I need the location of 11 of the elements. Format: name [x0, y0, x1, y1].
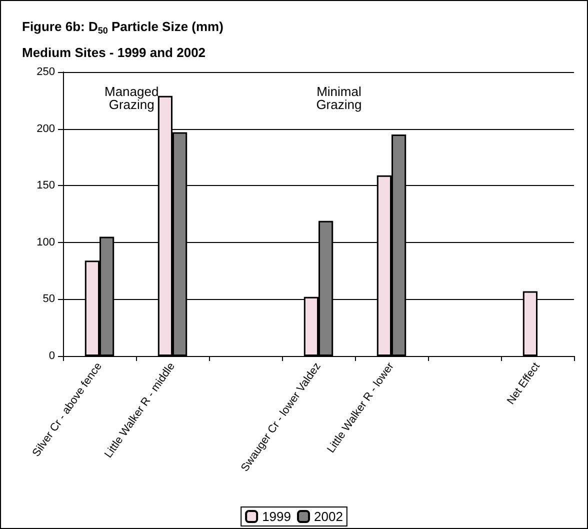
legend-label: 2002: [314, 509, 343, 524]
chart-subtitle: Medium Sites - 1999 and 2002: [22, 45, 206, 60]
y-tick-label: 0: [48, 350, 55, 362]
annotation: Minimal Grazing: [316, 84, 362, 112]
y-tick-label: 100: [36, 236, 55, 248]
y-tick-label: 200: [36, 122, 55, 135]
y-tick-label: 150: [36, 180, 55, 192]
y-tick-label: 50: [42, 293, 55, 306]
legend-label: 1999: [262, 509, 291, 524]
y-tick-label: 250: [36, 66, 55, 78]
annotation: Managed Grazing: [104, 84, 159, 112]
